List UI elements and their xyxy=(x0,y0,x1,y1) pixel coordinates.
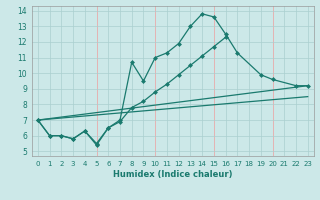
X-axis label: Humidex (Indice chaleur): Humidex (Indice chaleur) xyxy=(113,170,233,179)
